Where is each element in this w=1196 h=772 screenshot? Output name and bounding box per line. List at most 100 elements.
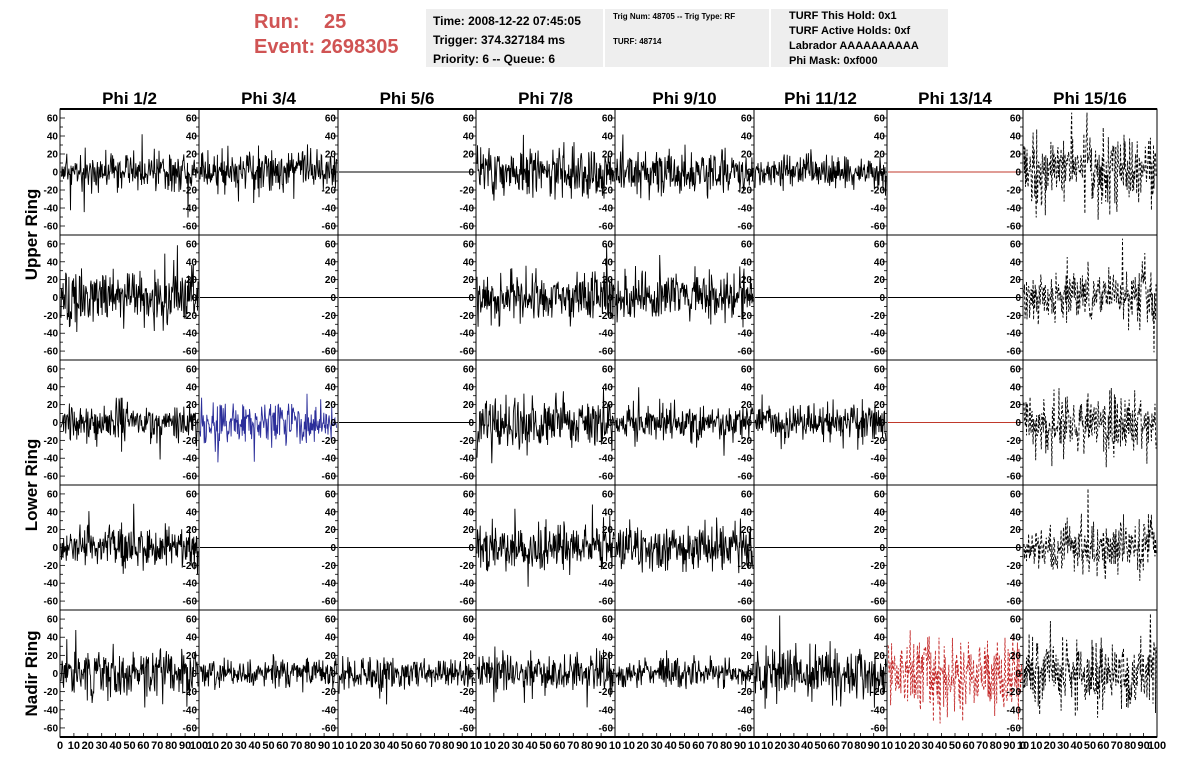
waveform-trace: [615, 387, 754, 456]
y-tick-label: -60: [738, 222, 753, 233]
x-tick-label: 20: [637, 740, 649, 752]
waveform-trace: [476, 387, 615, 464]
y-tick-label: -60: [599, 472, 614, 483]
y-tick-label: 40: [186, 382, 198, 393]
x-tick-label: 40: [387, 740, 399, 752]
y-tick-label: -60: [183, 597, 198, 608]
y-tick-label: 60: [1010, 489, 1022, 500]
y-tick-label: 0: [468, 669, 474, 680]
y-tick-label: 20: [186, 400, 198, 411]
y-tick-label: -20: [460, 186, 475, 197]
y-tick-label: 20: [47, 400, 59, 411]
y-tick-label: 20: [186, 651, 198, 662]
row-label: Nadir Ring: [22, 631, 41, 717]
column-header: Phi 11/12: [784, 89, 857, 108]
x-tick-label: 10: [346, 740, 358, 752]
x-tick-label: 10: [1017, 740, 1029, 752]
y-tick-label: -40: [871, 579, 886, 590]
y-tick-label: -20: [738, 561, 753, 572]
x-tick-label: 100: [190, 740, 208, 752]
y-tick-label: 60: [47, 489, 59, 500]
y-tick-label: -20: [1007, 436, 1022, 447]
y-tick-label: -20: [460, 561, 475, 572]
waveform-panel: [1022, 234, 1158, 361]
y-tick-label: 40: [602, 132, 614, 143]
y-tick-label: -40: [1007, 705, 1022, 716]
y-tick-label: -20: [871, 311, 886, 322]
waveform-trace: [1023, 488, 1157, 581]
y-tick-label: -60: [44, 597, 59, 608]
y-tick-label: 0: [746, 543, 752, 554]
y-tick-label: 60: [602, 114, 614, 125]
y-tick-label: 60: [602, 239, 614, 250]
y-tick-label: -40: [183, 705, 198, 716]
y-tick-label: 0: [1015, 418, 1021, 429]
y-tick-label: -40: [183, 579, 198, 590]
y-tick-label: -40: [871, 204, 886, 215]
y-tick-label: 20: [874, 400, 886, 411]
y-tick-label: 0: [746, 293, 752, 304]
x-tick-label: 30: [788, 740, 800, 752]
y-tick-label: 0: [191, 669, 197, 680]
y-tick-label: -60: [871, 222, 886, 233]
y-tick-label: 20: [602, 651, 614, 662]
x-tick-label: 70: [151, 740, 163, 752]
waveform-trace: [199, 654, 338, 693]
waveform-trace: [1023, 387, 1157, 468]
x-tick-label: 70: [1111, 740, 1123, 752]
y-tick-label: 0: [879, 418, 885, 429]
y-tick-label: -20: [322, 687, 337, 698]
y-tick-label: 60: [463, 615, 475, 626]
column-header: Phi 3/4: [241, 89, 296, 108]
y-tick-label: -60: [183, 723, 198, 734]
y-tick-label: 0: [191, 418, 197, 429]
y-tick-label: -20: [599, 436, 614, 447]
y-tick-label: 60: [1010, 114, 1022, 125]
y-tick-label: -60: [460, 597, 475, 608]
time-text: Time: 2008-12-22 07:45:05: [433, 14, 581, 28]
y-tick-label: 0: [607, 543, 613, 554]
y-tick-label: -60: [460, 472, 475, 483]
x-tick-label: 10: [1030, 740, 1042, 752]
waveform-trace: [476, 243, 615, 327]
y-tick-label: 60: [325, 364, 337, 375]
y-tick-label: -20: [44, 311, 59, 322]
y-tick-label: 40: [741, 382, 753, 393]
y-tick-label: 40: [325, 507, 337, 518]
y-tick-label: 20: [1010, 525, 1022, 536]
y-tick-label: 60: [47, 615, 59, 626]
y-tick-label: 40: [47, 382, 59, 393]
y-tick-label: -20: [44, 687, 59, 698]
waveform-trace: [615, 517, 754, 574]
y-tick-label: 40: [602, 633, 614, 644]
x-tick-label: 20: [774, 740, 786, 752]
y-tick-label: 60: [602, 364, 614, 375]
y-tick-label: -60: [183, 347, 198, 358]
y-tick-label: 40: [602, 382, 614, 393]
x-tick-label: 20: [359, 740, 371, 752]
y-tick-label: 60: [186, 489, 198, 500]
y-tick-label: 60: [874, 114, 886, 125]
y-tick-label: -40: [183, 454, 198, 465]
y-tick-label: -20: [1007, 311, 1022, 322]
y-tick-label: -60: [1007, 222, 1022, 233]
y-tick-label: 0: [468, 543, 474, 554]
y-tick-label: 0: [607, 293, 613, 304]
y-tick-label: 40: [741, 507, 753, 518]
priority-text: Priority: 6 -- Queue: 6: [433, 52, 556, 66]
x-tick-label: 30: [651, 740, 663, 752]
y-tick-label: 60: [325, 114, 337, 125]
y-tick-label: -40: [322, 204, 337, 215]
x-tick-label: 30: [922, 740, 934, 752]
y-tick-label: 0: [468, 168, 474, 179]
waveform-trace: [199, 393, 338, 463]
y-tick-label: 40: [874, 382, 886, 393]
y-tick-label: 0: [191, 293, 197, 304]
x-tick-label: 80: [1124, 740, 1136, 752]
y-tick-label: -40: [183, 329, 198, 340]
x-tick-label: 60: [692, 740, 704, 752]
x-tick-label: 10: [748, 740, 760, 752]
x-tick-label: 10: [332, 740, 344, 752]
y-tick-label: 0: [52, 543, 58, 554]
y-tick-label: 60: [741, 489, 753, 500]
